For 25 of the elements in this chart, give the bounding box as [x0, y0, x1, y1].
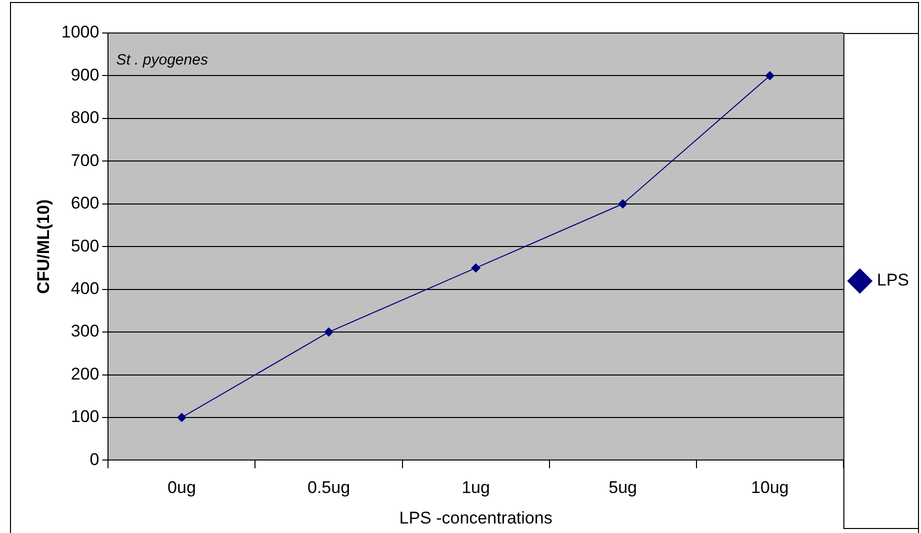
point	[765, 71, 774, 80]
point	[177, 412, 186, 422]
y-tick-label: 0	[90, 450, 100, 469]
point	[618, 199, 628, 208]
y-axis-title: CFU/ML(10)	[34, 199, 53, 294]
y-tick-label: 300	[70, 322, 100, 341]
y-tick-label: 800	[70, 108, 100, 128]
x-axis-title: LPS -concentrations	[399, 508, 552, 528]
x-tick-label: 1ug	[462, 478, 490, 498]
y-tick-label: 500	[70, 236, 100, 256]
point	[471, 263, 480, 272]
y-tick-label: 600	[70, 194, 100, 213]
x-tick-label: 10ug	[750, 478, 789, 498]
y-tick-label: 700	[70, 150, 100, 170]
y-tick-label: 100	[70, 407, 100, 426]
y-tick-label: 400	[70, 279, 100, 298]
point	[324, 328, 334, 337]
x-tick-label: 0ug	[168, 478, 196, 498]
y-tick-label: 200	[70, 364, 100, 384]
y-tick-label: 900	[70, 65, 100, 84]
annotation: St . pyogenes	[116, 52, 208, 69]
legend-label: LPS	[876, 270, 910, 290]
y-tick-label: 1000	[61, 22, 100, 42]
x-tick-label: 0.5ug	[307, 478, 350, 498]
x-tick-label: 5ug	[608, 478, 638, 498]
